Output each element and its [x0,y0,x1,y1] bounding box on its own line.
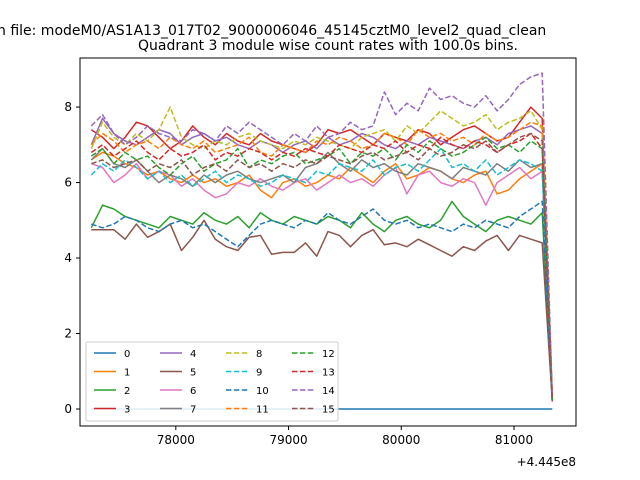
legend-label: 12 [322,349,335,360]
axes-frame [79,57,577,427]
series-line-2 [90,200,554,402]
legend-label: 14 [322,386,335,397]
legend-label: 7 [190,405,196,416]
legend-label: 9 [256,368,262,379]
legend-label: 0 [124,349,130,360]
series-line-10 [91,200,554,402]
y-tick-label: 2 [64,327,72,341]
y-tick-label: 4 [64,251,72,265]
series-line-13 [90,132,554,402]
legend-box [85,341,339,422]
series-line-3 [90,106,554,398]
series-line-8 [90,106,554,398]
legend-label: 11 [256,405,269,416]
legend-label: 1 [124,368,130,379]
legend-label: 5 [190,368,196,379]
x-axis: 78000 79000 80000 81000 [157,426,533,447]
series-line-1 [90,151,554,402]
series-line-15 [91,132,554,402]
series-line-5 [91,219,554,402]
legend-label: 8 [256,349,262,360]
x-tick-label: 79000 [269,433,307,447]
legend-label: 13 [322,368,335,379]
series-line-12 [90,136,554,402]
chart-title: Quadrant 3 module wise count rates with … [138,38,518,54]
y-tick-label: 6 [64,176,72,190]
y-tick-label: 0 [64,402,72,416]
x-tick-label: 81000 [495,433,533,447]
series-line-9 [90,147,554,402]
figure-suptitle: n file: modeM0/AS1A13_017T02_9000006046_… [0,23,546,39]
legend-label: 4 [190,349,196,360]
legend-label: 15 [322,405,335,416]
x-tick-label: 80000 [382,433,420,447]
legend-label: 2 [124,386,130,397]
series-line-14 [90,72,554,398]
legend-label: 3 [124,405,130,416]
plot-area: 78000 79000 80000 81000 0 2 4 6 8 +4.445e8 [64,57,577,469]
legend-label: 6 [190,386,196,397]
series-layer [90,72,554,410]
y-tick-label: 8 [64,100,72,114]
series-line-6 [91,162,554,402]
y-axis: 0 2 4 6 8 [64,100,80,416]
series-line-7 [90,147,554,402]
x-tick-label: 78000 [157,433,195,447]
legend-label: 10 [256,386,269,397]
x-offset-label: +4.445e8 [517,455,576,469]
